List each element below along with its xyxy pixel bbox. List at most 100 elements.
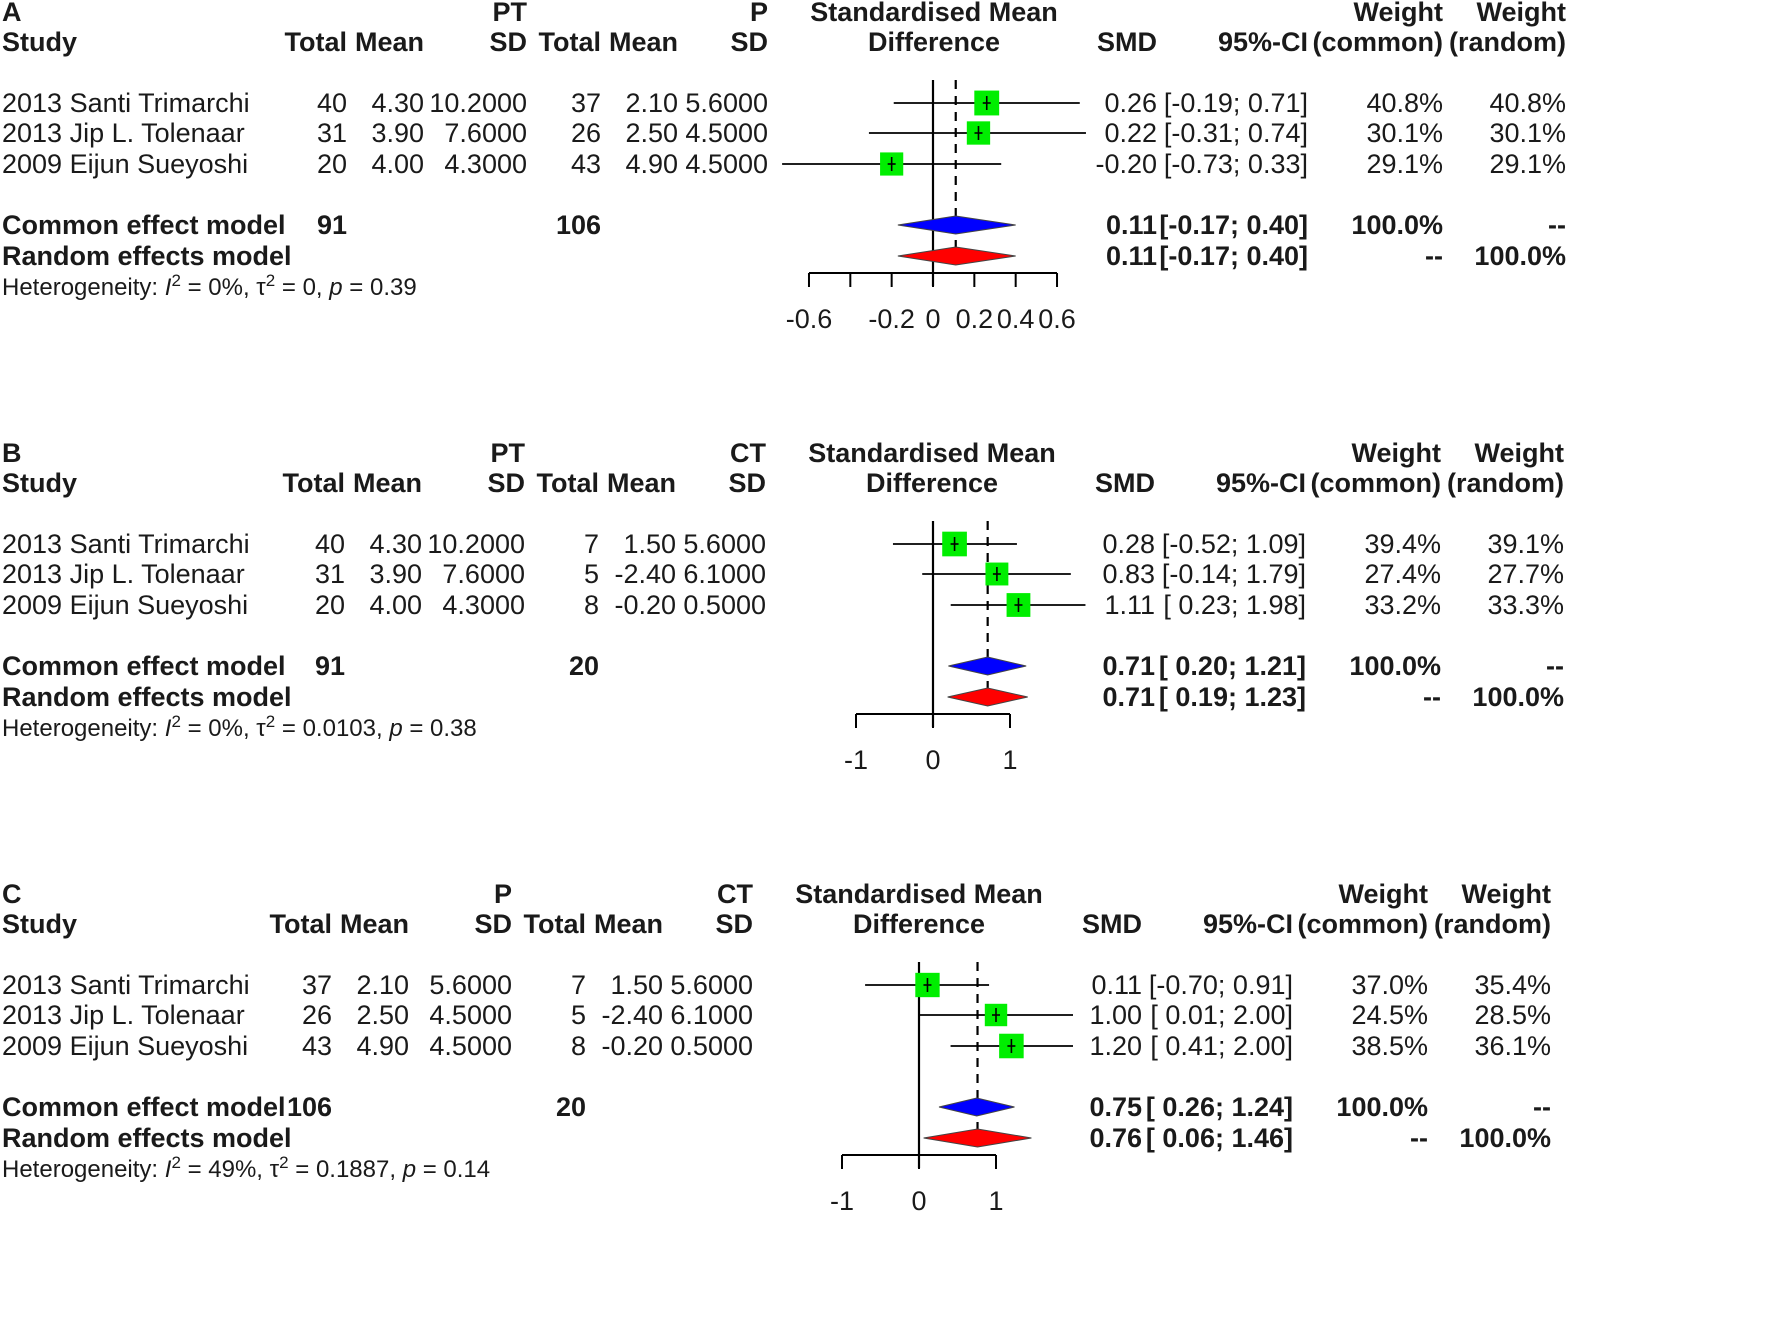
study-total2-value: 7 <box>583 529 599 559</box>
study-sd1-value: 10.2000 <box>427 529 525 559</box>
x-axis-tick-label: -0.2 <box>868 304 915 334</box>
study-name: 2013 Jip L. Tolenaar <box>2 118 245 148</box>
common-model-label: Common effect model <box>2 651 286 681</box>
heterogeneity-p-val: = 0.38 <box>402 715 477 742</box>
study-sd1-value: 4.5000 <box>429 1031 512 1061</box>
study-ci-value: [-0.31; 0.74] <box>1163 118 1308 148</box>
weight-random-header-line1: Weight <box>1476 0 1567 27</box>
random-ci: [ 0.19; 1.23] <box>1158 682 1306 712</box>
study-mean1-value: 3.90 <box>369 559 422 589</box>
study-total1-value: 20 <box>316 149 347 179</box>
study-smd-value: 0.28 <box>1102 529 1155 559</box>
group2-label: P <box>749 0 768 27</box>
study-w-common-value: 27.4% <box>1364 559 1441 589</box>
ci-header: 95%-CI <box>1202 909 1293 939</box>
study-name: 2013 Santi Trimarchi <box>2 970 250 1000</box>
random-ci: [ 0.06; 1.46] <box>1145 1123 1293 1153</box>
random-smd: 0.76 <box>1089 1123 1142 1153</box>
weight-common-header-line2: (common) <box>1310 468 1442 498</box>
random-w-common: -- <box>1425 241 1443 271</box>
total-header: Total <box>536 468 600 498</box>
study-mean2-value: 4.90 <box>625 149 678 179</box>
study-w-common-value: 30.1% <box>1366 118 1443 148</box>
heterogeneity-p: p <box>329 274 343 301</box>
study-w-random-value: 33.3% <box>1487 590 1564 620</box>
study-sd2-value: 5.6000 <box>670 970 753 1000</box>
ci-header: 95%-CI <box>1215 468 1306 498</box>
study-total2-value: 43 <box>570 149 601 179</box>
total-header: Total <box>523 909 587 939</box>
group1-label: P <box>493 879 512 909</box>
heterogeneity-tau-val: = 0.1887, <box>288 1156 403 1183</box>
x-axis-tick-label: 0.6 <box>1038 304 1076 334</box>
heterogeneity-I-val: = 49%, <box>180 1156 270 1183</box>
panel-label: B <box>2 438 22 468</box>
study-ci-value: [ 0.41; 2.00] <box>1150 1031 1293 1061</box>
study-total1-value: 43 <box>301 1031 332 1061</box>
study-smd-value: 1.11 <box>1104 590 1155 620</box>
smd-header-line1: Standardised Mean <box>810 0 1058 27</box>
common-w-common: 100.0% <box>1336 1092 1428 1122</box>
smd-header: SMD <box>1097 27 1157 57</box>
mean-header: Mean <box>354 27 424 57</box>
study-mean2-value: 1.50 <box>610 970 663 1000</box>
random-model-label: Random effects model <box>2 682 292 712</box>
common-w-random: -- <box>1546 651 1564 681</box>
study-ci-value: [-0.52; 1.09] <box>1161 529 1306 559</box>
study-w-random-value: 35.4% <box>1474 970 1551 1000</box>
forest-panel-b: B PT CT Standardised Mean Weight Weight Study T… <box>0 438 1772 881</box>
study-mean2-value: 2.10 <box>625 88 678 118</box>
x-axis-tick-label: 0 <box>911 1186 926 1216</box>
study-sd1-value: 7.6000 <box>444 118 527 148</box>
random-effect-diamond <box>947 687 1028 707</box>
study-w-common-value: 24.5% <box>1351 1000 1428 1030</box>
study-w-common-value: 39.4% <box>1364 529 1441 559</box>
study-mean2-value: -0.20 <box>614 590 676 620</box>
heterogeneity-I: I <box>164 1156 172 1183</box>
weight-common-header-line2: (common) <box>1312 27 1444 57</box>
common-ci: [ 0.20; 1.21] <box>1158 651 1306 681</box>
study-name: 2009 Eijun Sueyoshi <box>2 149 249 179</box>
heterogeneity-p: p <box>389 715 403 742</box>
forest-plot-area: -0.6 -0.2 0 0.2 0.4 0.6 <box>782 80 1086 334</box>
study-sd2-value: 0.5000 <box>670 1031 753 1061</box>
group2-label: CT <box>717 879 753 909</box>
common-w-random: -- <box>1533 1092 1551 1122</box>
forest-plot-area: -1 0 1 <box>830 962 1073 1216</box>
smd-header-line2: Difference <box>852 909 986 939</box>
study-name: 2009 Eijun Sueyoshi <box>2 1031 249 1061</box>
common-total1: 91 <box>314 651 345 681</box>
group1-label: PT <box>490 438 525 468</box>
common-effect-diamond <box>948 656 1027 676</box>
study-sd1-value: 4.5000 <box>429 1000 512 1030</box>
random-w-common: -- <box>1410 1123 1428 1153</box>
study-mean1-value: 4.90 <box>356 1031 409 1061</box>
study-mean1-value: 4.30 <box>371 88 424 118</box>
heterogeneity-tau-exp: 2 <box>265 712 276 731</box>
random-w-random: 100.0% <box>1459 1123 1551 1153</box>
forest-panel-a: A PT P Standardised Mean Weight Weight Study To… <box>0 0 1772 440</box>
weight-random-header-line2: (random) <box>1447 468 1564 498</box>
study-sd2-value: 0.5000 <box>683 590 766 620</box>
random-smd: 0.71 <box>1102 682 1155 712</box>
study-sd2-value: 4.5000 <box>685 118 768 148</box>
study-smd-value: 1.20 <box>1089 1031 1142 1061</box>
common-w-common: 100.0% <box>1349 651 1441 681</box>
heterogeneity-I-exp: 2 <box>171 712 181 731</box>
common-model-label: Common effect model <box>2 210 286 240</box>
study-total1-value: 40 <box>316 88 347 118</box>
study-sd2-value: 4.5000 <box>685 149 768 179</box>
group2-label: CT <box>730 438 766 468</box>
x-axis-tick-label: 0.4 <box>997 304 1035 334</box>
study-sd1-value: 4.3000 <box>444 149 527 179</box>
study-w-common-value: 40.8% <box>1366 88 1443 118</box>
study-w-common-value: 33.2% <box>1364 590 1441 620</box>
study-total2-value: 8 <box>570 1031 586 1061</box>
weight-common-header-line2: (common) <box>1297 909 1429 939</box>
study-total2-value: 8 <box>583 590 599 620</box>
study-ci-value: [-0.73; 0.33] <box>1163 149 1308 179</box>
common-total1: 91 <box>316 210 347 240</box>
study-header: Study <box>2 468 78 498</box>
smd-header: SMD <box>1095 468 1155 498</box>
study-total2-value: 5 <box>583 559 599 589</box>
